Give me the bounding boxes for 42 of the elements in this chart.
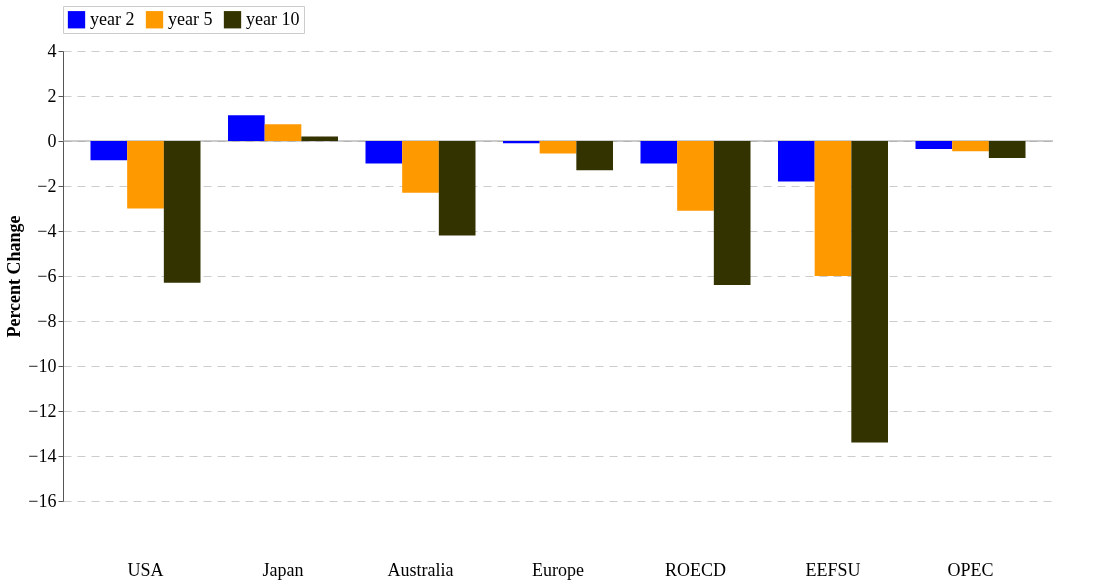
- y-tick-label: −10: [28, 355, 57, 376]
- y-tick-label: −4: [37, 220, 57, 241]
- bar: [851, 141, 888, 443]
- legend-label: year 5: [168, 8, 213, 29]
- y-tick-label: −6: [37, 265, 57, 286]
- bar: [952, 141, 989, 152]
- y-tick-label: −8: [37, 310, 57, 331]
- bar: [264, 124, 302, 141]
- x-tick-label: Japan: [262, 559, 304, 580]
- bar: [640, 141, 678, 164]
- bar: [365, 141, 403, 164]
- x-tick-label: OPEC: [947, 559, 994, 580]
- legend-label: year 10: [246, 8, 300, 29]
- bar: [814, 141, 852, 276]
- y-tick-label: −16: [28, 490, 57, 511]
- y-tick-label: 2: [47, 85, 57, 106]
- bar: [301, 136, 338, 141]
- y-axis-title: Percent Change: [4, 215, 25, 338]
- bar: [915, 141, 953, 149]
- bar: [713, 141, 751, 285]
- y-tick-label: 4: [47, 40, 57, 61]
- y-tick-label: −2: [37, 175, 57, 196]
- bar: [438, 141, 476, 236]
- x-tick-label: Europe: [532, 559, 584, 580]
- x-tick-label: ROECD: [664, 559, 727, 580]
- y-tick-label: −14: [28, 445, 57, 466]
- bar: [127, 141, 164, 209]
- bar: [576, 141, 613, 171]
- y-tick-label: 0: [47, 130, 57, 151]
- bar: [90, 141, 128, 161]
- bar: [539, 141, 577, 154]
- bar: [677, 141, 714, 211]
- x-tick-label: Australia: [387, 559, 454, 580]
- bar: [228, 115, 265, 141]
- bar: [778, 141, 815, 182]
- x-tick-label: USA: [127, 559, 164, 580]
- x-tick-label: EEFSU: [805, 559, 861, 580]
- y-tick-label: −12: [28, 400, 57, 421]
- bar: [402, 141, 439, 193]
- bar: [988, 141, 1026, 158]
- legend-label: year 2: [90, 8, 135, 29]
- bar: [163, 141, 201, 283]
